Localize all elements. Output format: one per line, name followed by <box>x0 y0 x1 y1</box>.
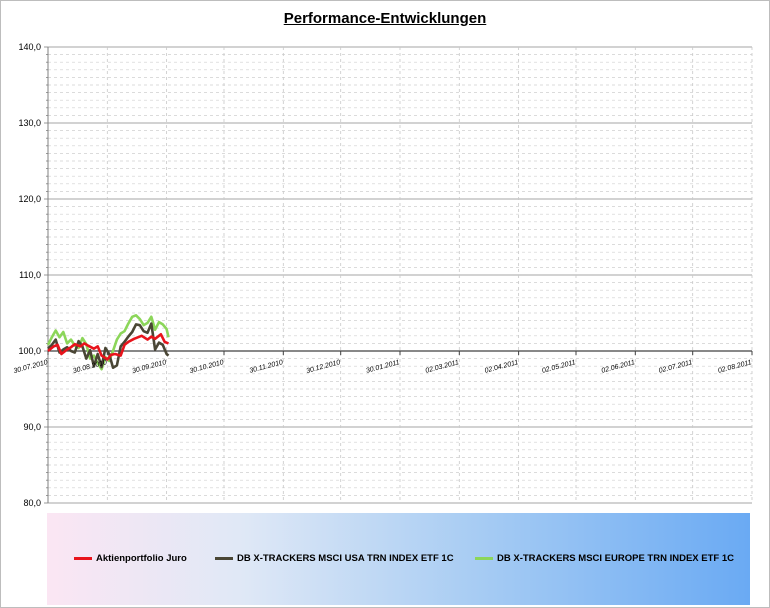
x-tick-label: 02.06.2011 <box>601 359 636 375</box>
legend-label-aktienportfolio-juro: Aktienportfolio Juro <box>96 553 187 564</box>
x-tick-label: 30.09.2010 <box>131 359 167 375</box>
x-tick-label: 02.04.2011 <box>484 359 519 375</box>
gridlines <box>47 46 753 504</box>
x-tick-label: 02.05.2011 <box>541 359 576 375</box>
y-tick-label: 130,0 <box>18 118 41 128</box>
y-tick-labels: 80,0 90,0 100,0 110,0 120,0 130,0 140,0 <box>18 42 41 508</box>
y-tick-label: 120,0 <box>18 194 41 204</box>
x-tick-label: 02.07.2011 <box>658 359 693 375</box>
legend-item-msci-europe: DB X-TRACKERS MSCI EUROPE TRN INDEX ETF … <box>475 553 734 569</box>
legend-swatch-msci-europe <box>475 557 493 560</box>
series-line-2 <box>46 313 170 371</box>
y-tick-label: 140,0 <box>18 42 41 52</box>
legend: Aktienportfolio Juro DB X-TRACKERS MSCI … <box>47 513 750 605</box>
legend-swatch-aktienportfolio-juro <box>74 557 92 560</box>
x-tick-label: 02.08.2011 <box>717 359 752 375</box>
legend-label-msci-usa: DB X-TRACKERS MSCI USA TRN INDEX ETF 1C <box>237 553 454 564</box>
x-tick-label: 30.07.2010 <box>13 359 49 375</box>
legend-swatch-msci-usa <box>215 557 233 560</box>
series-line-0 <box>47 332 169 361</box>
series-lines <box>46 313 170 371</box>
y-tick-label: 90,0 <box>23 422 41 432</box>
x-tick-labels: 30.07.2010 30.08.2010 30.09.2010 30.10.2010… <box>13 359 753 375</box>
legend-item-aktienportfolio-juro: Aktienportfolio Juro <box>74 553 187 569</box>
x-tick-label: 02.03.2011 <box>425 359 460 375</box>
y-tick-label: 80,0 <box>23 498 41 508</box>
legend-item-msci-usa: DB X-TRACKERS MSCI USA TRN INDEX ETF 1C <box>215 553 454 569</box>
x-tick-label: 30.10.2010 <box>189 359 225 375</box>
x-tick-label: 30.11.2010 <box>249 359 284 375</box>
x-tick-label: 30.12.2010 <box>306 359 342 375</box>
y-tick-label: 110,0 <box>19 270 41 280</box>
y-tick-label: 100,0 <box>18 346 41 356</box>
x-tick-label: 30.08.2010 <box>72 359 108 375</box>
chart-title: Performance-Entwicklungen <box>283 10 487 27</box>
legend-label-msci-europe: DB X-TRACKERS MSCI EUROPE TRN INDEX ETF … <box>497 553 734 564</box>
x-tick-label: 30.01.2011 <box>365 359 400 375</box>
